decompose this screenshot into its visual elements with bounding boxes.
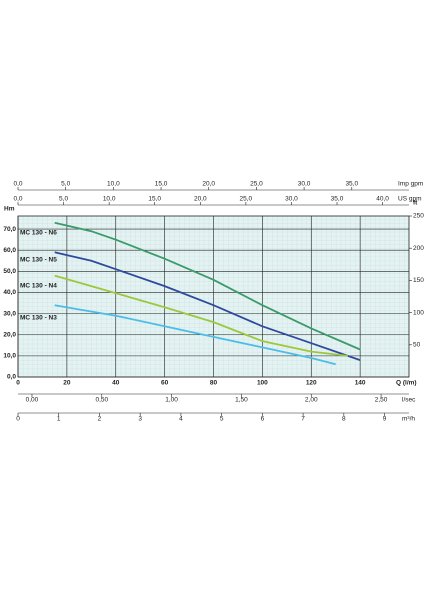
y2-tick-label: 200 [413,245,424,252]
secondary-tick-label: 30,0 [298,181,311,188]
series-label: MC 130 - N4 [20,283,57,290]
secondary-tick-label: 0,0 [13,181,22,188]
secondary-tick-label: 7 [301,416,305,423]
secondary-tick-label: 20,0 [202,181,215,188]
secondary-tick-label: 10,0 [107,181,120,188]
secondary-tick-label: 6 [261,416,265,423]
secondary-tick-label: 1 [57,416,61,423]
y-tick-label: 30,0 [3,310,16,317]
x-tick-label: 60 [161,380,169,387]
secondary-tick-label: 40,0 [376,196,389,203]
pump-curve [54,221,361,351]
secondary-tick-label: 1,50 [235,397,248,404]
x-tick-label: 140 [355,380,366,387]
x-tick-label: 0 [16,380,20,387]
secondary-tick-label: 15,0 [148,196,161,203]
secondary-axis-label: m³/h [402,416,415,423]
y2-tick-label: 50 [413,342,421,349]
y-tick-label: 0,0 [7,374,16,381]
secondary-axis-label: US gpm [398,196,421,203]
secondary-tick-label: 3 [138,416,142,423]
secondary-axis-label: Imp gpm [398,181,423,188]
secondary-tick-label: 35,0 [331,196,344,203]
secondary-tick-label: 2 [98,416,102,423]
x-axis-label: Q (l/m) [396,380,417,387]
pump-curve [54,304,336,366]
x-tick-label: 80 [210,380,218,387]
secondary-tick-label: 1,00 [165,397,178,404]
secondary-tick-label: 25,0 [240,196,253,203]
secondary-tick-label: 0,0 [13,196,22,203]
plot-frame [17,215,410,378]
series-label: MC 130 - N3 [20,315,57,322]
series-label: MC 130 - N6 [20,230,57,237]
y-tick-label: 50,0 [3,268,16,275]
secondary-tick-label: 10,0 [103,196,116,203]
secondary-tick-label: 0,00 [26,397,39,404]
x-tick-label: 120 [306,380,317,387]
x-tick-label: 40 [112,380,120,387]
x-tick-label: 100 [257,380,268,387]
y2-tick-label: 150 [413,277,424,284]
y2-tick-label: 250 [413,213,424,220]
pump-curve [54,274,349,357]
y-tick-label: 70,0 [3,226,16,233]
secondary-tick-label: 0 [16,416,20,423]
secondary-tick-label: 30,0 [285,196,298,203]
secondary-tick-label: 5 [220,416,224,423]
y-axis-label: Hm [4,206,15,213]
secondary-tick-label: 0,50 [95,397,108,404]
secondary-tick-label: 2,00 [305,397,318,404]
y2-axis-label: ft [413,200,418,207]
y-tick-label: 20,0 [3,331,16,338]
y-tick-label: 40,0 [3,289,16,296]
secondary-tick-label: 5,0 [59,196,68,203]
series-label: MC 130 - N5 [20,257,57,264]
x-tick-label: 20 [63,380,71,387]
secondary-tick-label: 2,50 [375,397,388,404]
secondary-tick-label: 25,0 [250,181,263,188]
secondary-tick-label: 8 [342,416,346,423]
y-tick-label: 10,0 [3,353,16,360]
y2-tick-label: 100 [413,309,424,316]
secondary-tick-label: 5,0 [61,181,70,188]
secondary-axis-label: l/sec [402,397,416,404]
secondary-tick-label: 15,0 [155,181,168,188]
secondary-tick-label: 4 [179,416,183,423]
secondary-tick-label: 35,0 [345,181,358,188]
y-tick-label: 60,0 [3,247,16,254]
secondary-tick-label: 20,0 [194,196,207,203]
pump-curve [54,251,361,361]
secondary-tick-label: 9 [383,416,387,423]
